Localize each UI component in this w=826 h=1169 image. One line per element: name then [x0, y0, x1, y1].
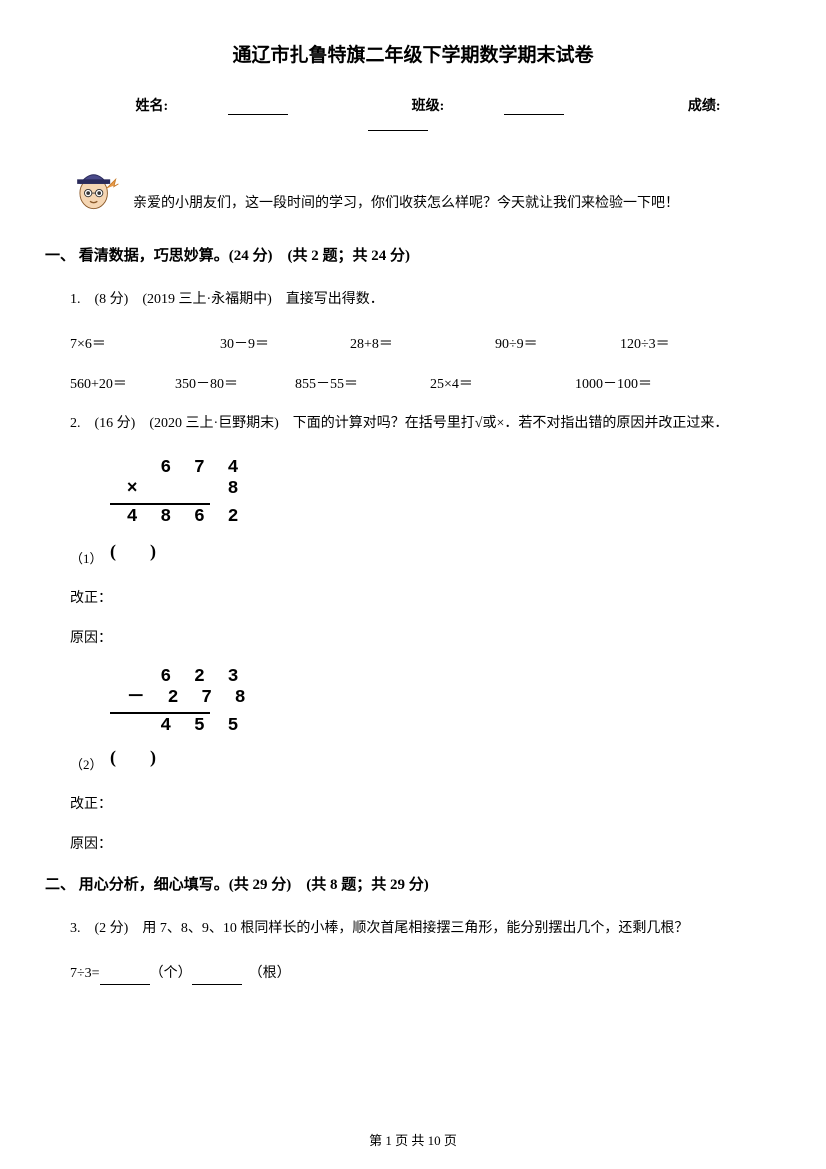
- section-1-header: 一、 看清数据，巧思妙算。(24 分) (共 2 题；共 24 分): [45, 244, 766, 265]
- calc1-paren[interactable]: ( ): [110, 541, 164, 561]
- q3-unit-2: （根）: [242, 966, 291, 981]
- eq-2-2: 350－80＝: [175, 373, 295, 393]
- score-blank[interactable]: [368, 117, 428, 131]
- eq-1-2: 30－9＝: [220, 333, 350, 353]
- calc2-line2: － 2 7 8: [110, 688, 766, 710]
- mascot-icon: [68, 161, 123, 216]
- correct-1: 改正：: [70, 587, 766, 607]
- eq-1-3: 28+8＝: [350, 333, 495, 353]
- question-2: 2. (16 分) (2020 三上·巨野期末) 下面的计算对吗？在括号里打√或…: [70, 413, 766, 435]
- calc2-paren[interactable]: ( ): [110, 747, 164, 767]
- equation-row-2: 560+20＝ 350－80＝ 855－55＝ 25×4＝ 1000－100＝: [70, 373, 766, 393]
- greeting-text: 亲爱的小朋友们，这一段时间的学习，你们收获怎么样呢？今天就让我们来检验一下吧！: [133, 192, 679, 216]
- q3-blank-2[interactable]: [192, 971, 242, 985]
- eq-1-5: 120÷3＝: [620, 333, 720, 353]
- equation-row-1: 7×6＝ 30－9＝ 28+8＝ 90÷9＝ 120÷3＝: [70, 333, 766, 353]
- eq-2-3: 855－55＝: [295, 373, 430, 393]
- exam-title: 通辽市扎鲁特旗二年级下学期数学期末试卷: [60, 40, 766, 67]
- sub-2-label: （2）: [70, 754, 766, 773]
- name-label: 姓名:: [135, 99, 168, 114]
- score-label: 成绩:: [688, 99, 721, 114]
- eq-2-5: 1000－100＝: [575, 373, 695, 393]
- name-blank[interactable]: [228, 101, 288, 115]
- reason-2: 原因：: [70, 833, 766, 853]
- calc2-line1: 6 2 3: [110, 667, 766, 689]
- greeting-row: 亲爱的小朋友们，这一段时间的学习，你们收获怎么样呢？今天就让我们来检验一下吧！: [68, 161, 766, 216]
- page-footer: 第 1 页 共 10 页: [0, 1130, 826, 1149]
- question-3: 3. (2 分) 用 7、8、9、10 根同样长的小棒，顺次首尾相接摆三角形，能…: [70, 918, 766, 940]
- calc2-hline: [110, 712, 210, 714]
- calc1-line2: × 8: [110, 479, 766, 501]
- reason-1: 原因：: [70, 627, 766, 647]
- correct-2: 改正：: [70, 793, 766, 813]
- calc2-line3: 4 5 5: [110, 716, 766, 738]
- eq-2-1: 560+20＝: [70, 373, 175, 393]
- question-3-answer: 7÷3= （个） （根）: [70, 963, 766, 985]
- calc1-line1: 6 7 4: [110, 458, 766, 480]
- eq-2-4: 25×4＝: [430, 373, 575, 393]
- student-info-line: 姓名: 班级: 成绩:: [60, 95, 766, 131]
- calc1-line3: 4 8 6 2: [110, 507, 766, 529]
- q3-unit-1: （个）: [150, 966, 192, 981]
- q3-blank-1[interactable]: [100, 971, 150, 985]
- eq-1-4: 90÷9＝: [495, 333, 620, 353]
- class-blank[interactable]: [504, 101, 564, 115]
- eq-1-1: 7×6＝: [70, 333, 220, 353]
- question-1: 1. (8 分) (2019 三上·永福期中) 直接写出得数．: [70, 289, 766, 311]
- q3-answer-text: 7÷3=: [70, 966, 100, 981]
- calc1-hline: [110, 503, 210, 505]
- sub-1-label: （1）: [70, 548, 766, 567]
- class-label: 班级:: [412, 99, 445, 114]
- section-2-header: 二、 用心分析，细心填写。(共 29 分) (共 8 题；共 29 分): [45, 873, 766, 894]
